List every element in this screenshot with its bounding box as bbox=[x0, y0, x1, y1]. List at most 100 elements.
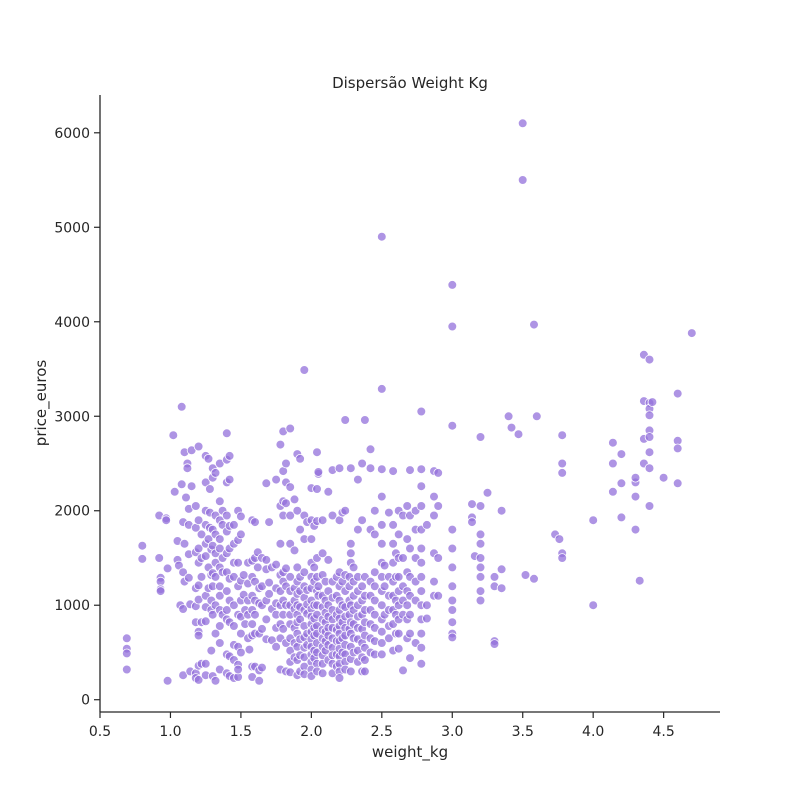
data-point bbox=[496, 564, 507, 575]
data-point bbox=[369, 529, 380, 540]
data-point bbox=[281, 498, 291, 509]
data-point bbox=[447, 524, 458, 535]
y-axis-ticks: 0 1000 2000 3000 4000 5000 6000 bbox=[54, 126, 100, 709]
data-point bbox=[281, 563, 291, 574]
data-point bbox=[193, 630, 204, 641]
data-point bbox=[312, 484, 322, 494]
data-point bbox=[496, 583, 507, 593]
data-point bbox=[489, 572, 500, 582]
data-point bbox=[244, 644, 255, 655]
data-point bbox=[257, 662, 267, 673]
data-point bbox=[376, 384, 387, 394]
x-tick-label: 4.5 bbox=[653, 724, 675, 740]
data-point bbox=[447, 321, 458, 332]
data-point bbox=[447, 280, 458, 290]
data-point bbox=[357, 458, 367, 469]
data-point bbox=[169, 486, 180, 497]
data-point bbox=[416, 557, 427, 568]
x-tick-label: 1.5 bbox=[230, 724, 252, 740]
data-point bbox=[215, 496, 225, 507]
data-point bbox=[496, 505, 507, 516]
y-tick-label: 0 bbox=[81, 693, 90, 709]
data-point bbox=[376, 600, 387, 610]
data-point bbox=[203, 453, 214, 464]
data-point bbox=[520, 570, 531, 580]
data-point bbox=[393, 529, 404, 540]
data-point bbox=[402, 600, 413, 610]
data-point bbox=[295, 524, 305, 535]
data-point bbox=[416, 658, 427, 669]
data-point bbox=[531, 411, 542, 422]
data-point bbox=[327, 510, 338, 521]
data-point bbox=[416, 501, 427, 511]
data-point bbox=[475, 562, 486, 573]
data-point bbox=[348, 562, 359, 573]
data-point bbox=[686, 328, 697, 338]
data-point bbox=[210, 675, 221, 686]
data-point bbox=[447, 632, 458, 643]
data-point bbox=[475, 595, 486, 606]
data-point bbox=[475, 538, 486, 549]
y-tick-label: 5000 bbox=[54, 220, 90, 236]
data-point bbox=[644, 447, 655, 458]
data-point bbox=[447, 562, 458, 573]
data-point bbox=[608, 486, 618, 497]
data-point bbox=[299, 365, 310, 375]
data-point bbox=[176, 479, 187, 490]
x-tick-label: 3.0 bbox=[441, 724, 463, 740]
data-point bbox=[261, 555, 272, 565]
data-point bbox=[247, 619, 258, 629]
data-point bbox=[405, 653, 415, 663]
data-point bbox=[264, 577, 274, 588]
data-point bbox=[402, 501, 413, 511]
data-point bbox=[357, 515, 367, 525]
data-point bbox=[672, 388, 683, 399]
data-point bbox=[388, 520, 398, 530]
data-point bbox=[233, 664, 243, 675]
data-point bbox=[236, 511, 246, 522]
data-point bbox=[447, 617, 458, 627]
data-point bbox=[137, 540, 148, 551]
data-points bbox=[122, 118, 697, 686]
data-point bbox=[630, 472, 641, 483]
data-point bbox=[179, 538, 190, 549]
data-point bbox=[222, 428, 232, 439]
data-point bbox=[261, 614, 272, 625]
data-point bbox=[345, 538, 356, 549]
data-point bbox=[429, 491, 439, 502]
data-point bbox=[644, 410, 655, 421]
x-tick-label: 4.0 bbox=[582, 724, 604, 740]
data-point bbox=[398, 553, 408, 563]
data-point bbox=[122, 648, 132, 659]
data-point bbox=[229, 520, 239, 530]
data-point bbox=[608, 458, 618, 469]
data-point bbox=[154, 553, 165, 563]
data-point bbox=[317, 515, 328, 525]
data-point bbox=[250, 517, 260, 527]
data-point bbox=[278, 624, 289, 634]
data-point bbox=[503, 411, 514, 422]
y-tick-label: 6000 bbox=[54, 126, 90, 142]
data-point bbox=[353, 474, 363, 485]
data-point bbox=[475, 553, 486, 563]
data-point bbox=[275, 439, 286, 450]
data-point bbox=[285, 538, 296, 549]
chart-title: Dispersão Weight Kg bbox=[332, 74, 488, 92]
data-point bbox=[405, 543, 415, 554]
data-point bbox=[196, 572, 207, 582]
data-point bbox=[289, 545, 300, 556]
data-point bbox=[184, 572, 194, 583]
data-point bbox=[557, 468, 567, 478]
data-point bbox=[634, 575, 645, 586]
data-point bbox=[224, 451, 235, 461]
data-point bbox=[429, 576, 439, 587]
data-point bbox=[398, 665, 408, 676]
data-point bbox=[658, 472, 669, 483]
x-tick-label: 3.5 bbox=[512, 724, 534, 740]
data-point bbox=[224, 474, 235, 485]
data-point bbox=[345, 666, 356, 677]
x-tick-label: 2.0 bbox=[300, 724, 322, 740]
data-point bbox=[554, 534, 565, 544]
data-point bbox=[340, 415, 351, 425]
data-point bbox=[191, 501, 201, 511]
